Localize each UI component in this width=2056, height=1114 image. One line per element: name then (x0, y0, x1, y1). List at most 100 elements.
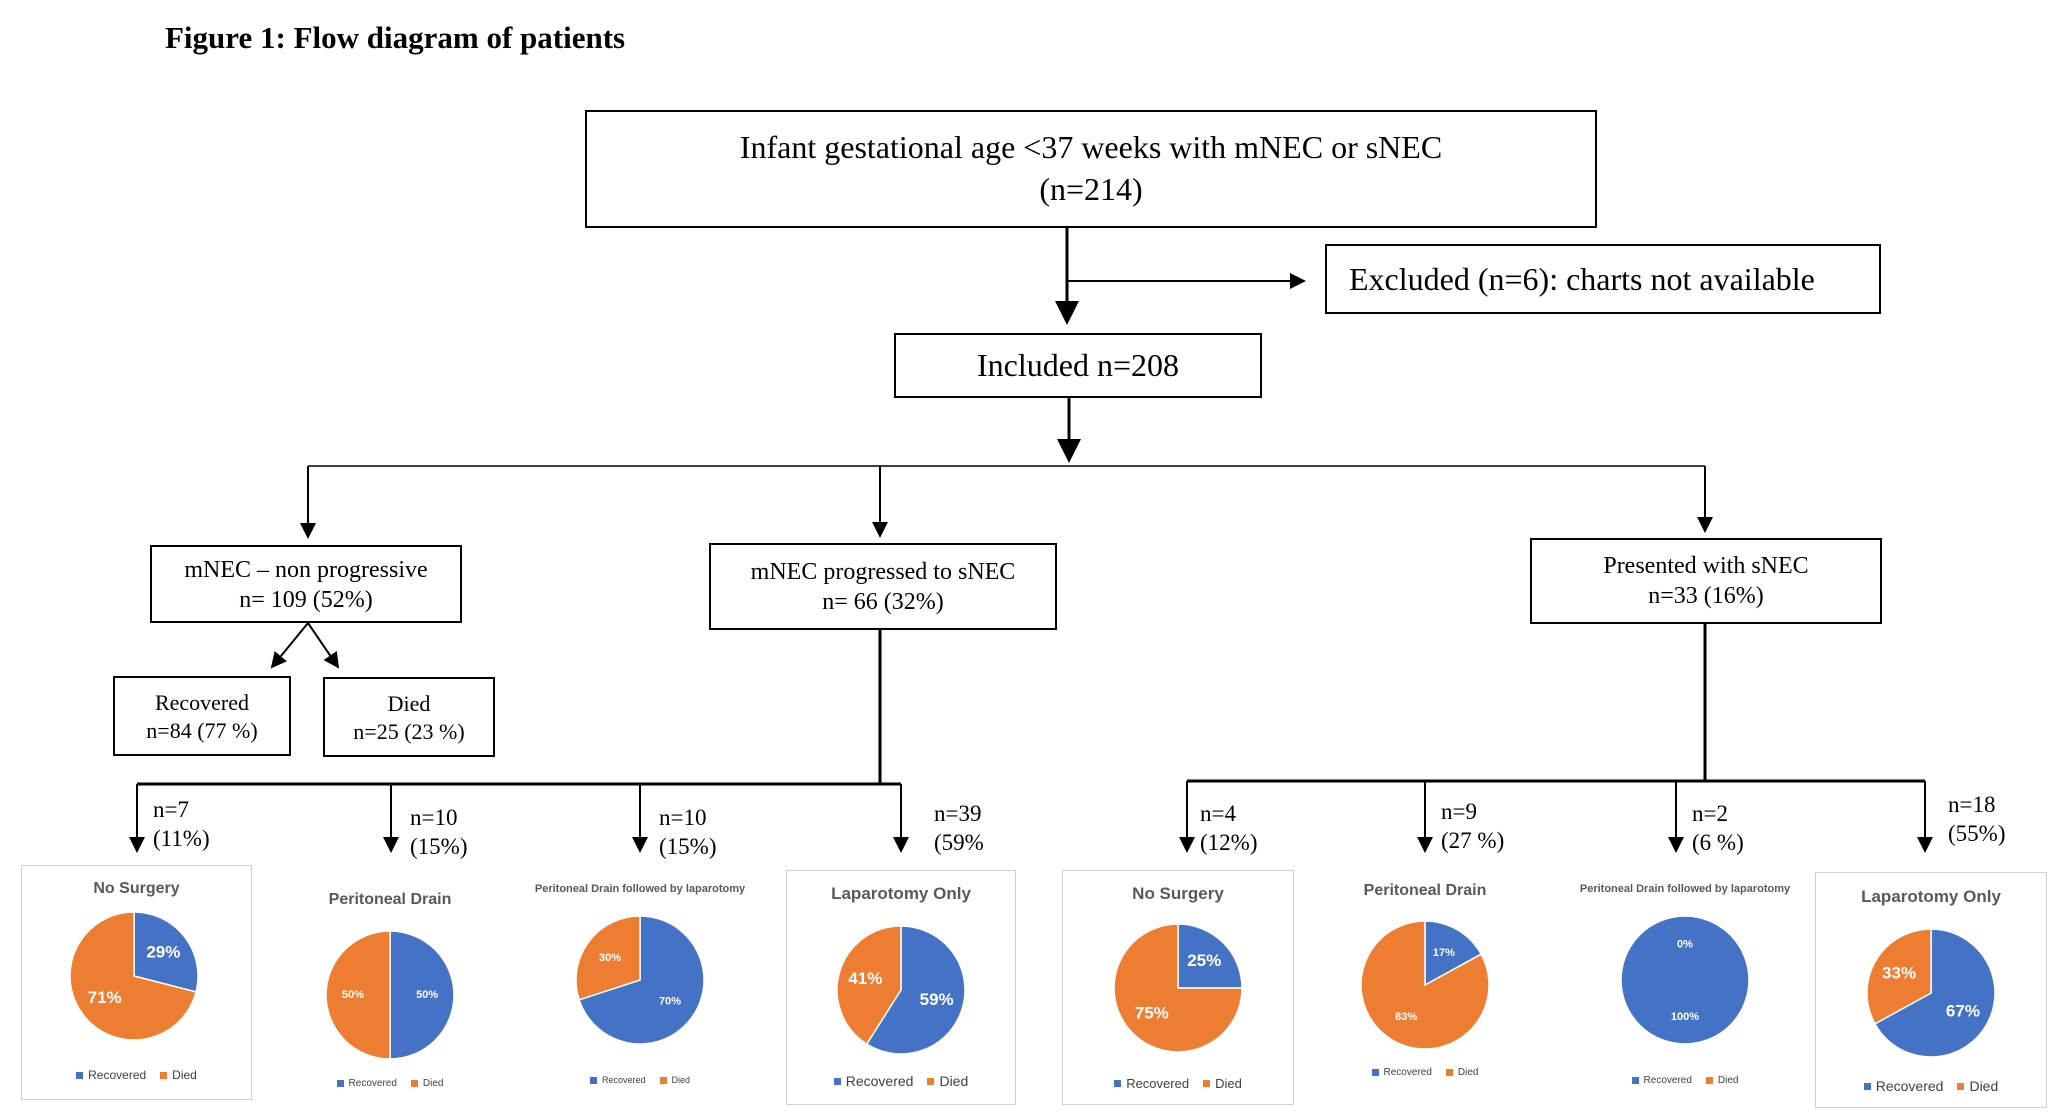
pie-slice-recovered (865, 925, 966, 1055)
pie-data-label-recovered: 59% (920, 990, 954, 1009)
legend-swatch-recovered (76, 1071, 84, 1079)
count-n: n=10 (659, 805, 707, 830)
count-n: n=7 (153, 797, 189, 822)
pie-chart-title: Peritoneal Drain followed by laparotomy (1579, 883, 1791, 895)
legend-label-recovered: Recovered (348, 1078, 397, 1089)
mnec-prog-box: mNEC progressed to sNEC n= 66 (32%) (709, 543, 1057, 630)
legend-label-recovered: Recovered (1643, 1075, 1692, 1086)
pie-data-label-died: 0% (1677, 939, 1693, 951)
legend-label-died: Died (1969, 1078, 1999, 1094)
pie-slice-died (1866, 928, 1932, 1025)
pie-data-label-recovered: 67% (1946, 1001, 1980, 1020)
pie-chart-title: Peritoneal Drain (1363, 882, 1487, 899)
pie-chart-panel: Peritoneal Drain 50% 50% Recovered Died (275, 875, 505, 1100)
excluded-box: Excluded (n=6): charts not available (1325, 244, 1881, 314)
mnec-nonprog-line2: n= 109 (52%) (239, 587, 373, 613)
pie-chart-panel: No Surgery 25% 75% Recovered Died (1062, 870, 1294, 1105)
pie-chart: 17% 83% (1360, 920, 1490, 1050)
died-box-line1: Died (387, 691, 431, 716)
pie-slice-recovered (389, 930, 455, 1060)
pie-chart-title: Peritoneal Drain followed by laparotomy (534, 883, 746, 895)
legend-swatch-recovered (336, 1080, 344, 1087)
mnec-nonprog-line1: mNEC – non progressive (184, 557, 428, 583)
pie-data-label-recovered: 100% (1671, 1011, 1699, 1023)
count-pct: (6 %) (1692, 830, 1744, 855)
count-pct: (59% (934, 830, 984, 855)
legend-swatch-died (1705, 1077, 1713, 1084)
legend-label-recovered: Recovered (1126, 1076, 1190, 1091)
count-pct: (12%) (1200, 830, 1258, 855)
legend-item-died: Died (1957, 1078, 1998, 1094)
legend-swatch-died (1957, 1082, 1965, 1090)
recovered-box-line1: Recovered (154, 690, 250, 715)
legend-swatch-recovered (1114, 1080, 1122, 1087)
pie-legend: Recovered Died (1816, 1078, 2046, 1094)
legend-label-died: Died (1215, 1076, 1242, 1091)
connector-to-died (307, 622, 340, 669)
legend-swatch-died (160, 1071, 168, 1079)
pie-data-label-died: 50% (342, 989, 364, 1001)
legend-item-died: Died (659, 1075, 690, 1085)
legend-label-recovered: Recovered (88, 1068, 147, 1082)
legend-swatch-recovered (589, 1076, 597, 1084)
count-n: n=2 (1692, 801, 1728, 826)
mnec-prog-line2: n= 66 (32%) (822, 589, 944, 615)
pie-slice-recovered (578, 915, 705, 1045)
pie-data-label-recovered: 50% (416, 989, 438, 1001)
legend-item-recovered: Recovered (833, 1073, 913, 1089)
legend-item-died: Died (1203, 1076, 1242, 1091)
legend-swatch-died (659, 1076, 667, 1084)
legend-label-recovered: Recovered (1875, 1078, 1944, 1094)
legend-swatch-recovered (833, 1077, 841, 1085)
pie-chart: 59% 41% (836, 925, 966, 1055)
legend-label-died: Died (422, 1078, 444, 1089)
root-box-line2: (n=214) (1039, 171, 1143, 207)
recovered-box-line2: n=84 (77 %) (146, 718, 258, 743)
pie-legend: Recovered Died (787, 1073, 1015, 1089)
legend-swatch-recovered (1371, 1069, 1379, 1076)
legend-item-recovered: Recovered (589, 1075, 646, 1085)
legend-label-died: Died (939, 1073, 969, 1089)
pie-data-label-died: 33% (1882, 964, 1916, 983)
pie-legend: Recovered Died (1310, 1067, 1540, 1078)
pie-chart-panel: Laparotomy Only 59% 41% Recovered Died (786, 870, 1016, 1105)
pie-slice-died (69, 911, 197, 1041)
count-pct: (15%) (659, 834, 717, 859)
count-label: n=4 (12%) (1200, 799, 1257, 857)
included-box-line1: Included n=208 (977, 347, 1179, 383)
legend-label-died: Died (1457, 1067, 1479, 1078)
legend-item-died: Died (160, 1068, 197, 1082)
pie-data-label-recovered: 25% (1187, 951, 1221, 970)
pie-data-label-died: 41% (848, 969, 882, 988)
legend-label-died: Died (1717, 1075, 1739, 1086)
pie-chart-title: Laparotomy Only (1861, 887, 2001, 906)
pie-slice-recovered (1873, 928, 1996, 1058)
snec-line2: n=33 (16%) (1648, 583, 1764, 609)
pie-slice-recovered (1177, 923, 1243, 989)
pie-legend: Recovered Died (275, 1078, 505, 1089)
pie-slice-died (1113, 923, 1243, 1053)
pie-legend: Recovered Died (22, 1068, 251, 1082)
legend-item-died: Died (927, 1073, 968, 1089)
count-pct: (15%) (410, 834, 468, 859)
pie-chart-panel: No Surgery 29% 71% Recovered Died (21, 865, 252, 1100)
legend-item-recovered: Recovered (1863, 1078, 1944, 1094)
pie-chart: 70% 30% (575, 915, 705, 1045)
count-label: n=10 (15%) (410, 803, 467, 861)
legend-item-recovered: Recovered (1114, 1076, 1189, 1091)
count-label: n=18 (55%) (1948, 790, 2005, 848)
pie-legend: Recovered Died (520, 1075, 760, 1085)
pie-data-label-recovered: 17% (1433, 947, 1455, 959)
excluded-box-line1: Excluded (n=6): charts not available (1349, 261, 1815, 297)
pie-chart-panel: Peritoneal Drain followed by laparotomy … (1560, 870, 1810, 1100)
count-n: n=39 (934, 801, 982, 826)
count-pct: (27 %) (1441, 828, 1505, 853)
pie-data-label-died: 71% (88, 988, 122, 1007)
included-box: Included n=208 (894, 333, 1262, 398)
legend-label-died: Died (172, 1068, 197, 1082)
legend-item-died: Died (1445, 1067, 1479, 1078)
count-n: n=10 (410, 805, 458, 830)
pie-chart-title: Laparotomy Only (831, 884, 971, 903)
pie-slice-recovered (1424, 920, 1483, 987)
